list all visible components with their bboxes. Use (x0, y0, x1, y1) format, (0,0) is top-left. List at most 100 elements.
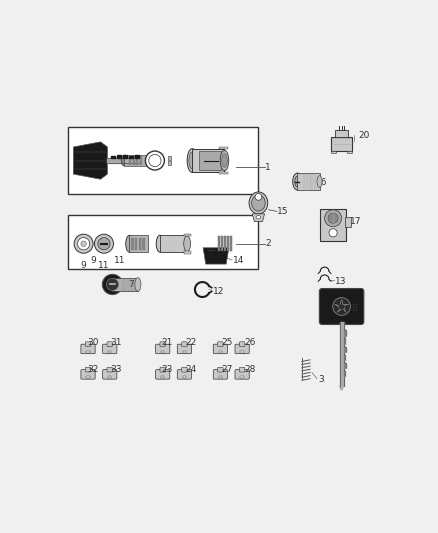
FancyBboxPatch shape (240, 342, 245, 346)
Ellipse shape (256, 215, 261, 219)
Bar (108, 376, 111, 378)
Bar (140, 157, 141, 165)
Polygon shape (135, 155, 139, 158)
Text: 7: 7 (128, 280, 134, 289)
Circle shape (333, 297, 350, 316)
Polygon shape (74, 142, 107, 179)
Bar (113, 278, 138, 291)
Bar (169, 161, 171, 165)
Bar (224, 236, 226, 251)
FancyBboxPatch shape (81, 370, 95, 379)
Bar (184, 251, 191, 254)
Bar (221, 236, 223, 251)
Polygon shape (339, 386, 344, 390)
Text: 15: 15 (277, 207, 289, 216)
Bar (86, 376, 90, 378)
Bar (219, 376, 222, 378)
FancyBboxPatch shape (107, 342, 113, 346)
Bar (320, 209, 346, 241)
Bar (130, 157, 131, 165)
Polygon shape (344, 338, 345, 344)
Text: 30: 30 (87, 337, 99, 346)
FancyBboxPatch shape (177, 344, 191, 354)
Bar (240, 376, 244, 378)
FancyBboxPatch shape (177, 370, 191, 379)
Bar (124, 155, 148, 166)
Bar (68, 215, 258, 269)
FancyBboxPatch shape (155, 344, 170, 354)
Polygon shape (252, 214, 265, 222)
Bar (192, 149, 225, 172)
Ellipse shape (220, 150, 229, 171)
Circle shape (102, 274, 123, 295)
Circle shape (74, 234, 93, 253)
Text: 32: 32 (87, 365, 99, 374)
FancyBboxPatch shape (213, 370, 227, 379)
Text: 24: 24 (185, 365, 197, 374)
Bar (240, 351, 244, 353)
Text: 9: 9 (81, 261, 86, 270)
Polygon shape (129, 156, 133, 158)
Bar (297, 173, 319, 190)
Ellipse shape (184, 236, 191, 252)
Text: 33: 33 (111, 365, 122, 374)
Bar (130, 235, 148, 252)
Bar (86, 351, 90, 353)
Bar (218, 236, 220, 251)
Bar (219, 351, 222, 353)
Circle shape (145, 151, 164, 170)
Bar (169, 156, 171, 159)
Text: 11: 11 (98, 261, 110, 270)
Circle shape (328, 213, 338, 223)
Bar (183, 351, 186, 353)
FancyBboxPatch shape (218, 367, 223, 372)
Text: 22: 22 (185, 337, 197, 346)
FancyBboxPatch shape (235, 370, 249, 379)
Bar (345, 216, 351, 227)
Text: 17: 17 (350, 217, 362, 226)
Bar (135, 238, 137, 250)
FancyBboxPatch shape (160, 342, 166, 346)
Bar (142, 238, 145, 250)
Ellipse shape (295, 176, 300, 187)
FancyBboxPatch shape (182, 342, 187, 346)
Bar (136, 157, 138, 165)
Bar (161, 376, 164, 378)
Bar (184, 234, 191, 236)
Bar (160, 235, 187, 252)
Text: 11: 11 (114, 256, 126, 265)
Ellipse shape (156, 235, 164, 252)
FancyBboxPatch shape (319, 288, 364, 325)
Text: 8: 8 (352, 304, 357, 313)
Polygon shape (123, 156, 127, 158)
Circle shape (78, 238, 90, 250)
Text: 9: 9 (90, 256, 96, 265)
Bar (108, 351, 111, 353)
FancyBboxPatch shape (102, 344, 117, 354)
Bar (346, 151, 352, 154)
Ellipse shape (251, 195, 265, 211)
Bar (131, 238, 134, 250)
Bar (133, 157, 135, 165)
Circle shape (106, 278, 119, 290)
FancyBboxPatch shape (85, 342, 91, 346)
Ellipse shape (187, 149, 197, 172)
FancyBboxPatch shape (107, 367, 113, 372)
Ellipse shape (189, 152, 196, 169)
Text: 12: 12 (212, 287, 224, 296)
Bar (199, 151, 221, 170)
Ellipse shape (222, 154, 227, 167)
FancyBboxPatch shape (85, 367, 91, 372)
Circle shape (95, 234, 113, 253)
Text: 1: 1 (265, 163, 271, 172)
Bar (230, 236, 232, 251)
Polygon shape (344, 363, 346, 368)
Ellipse shape (249, 192, 268, 214)
Polygon shape (117, 155, 121, 158)
Text: 23: 23 (162, 365, 173, 374)
Circle shape (149, 155, 161, 167)
Polygon shape (344, 346, 346, 352)
Ellipse shape (135, 278, 141, 291)
Circle shape (255, 193, 262, 200)
FancyBboxPatch shape (102, 370, 117, 379)
